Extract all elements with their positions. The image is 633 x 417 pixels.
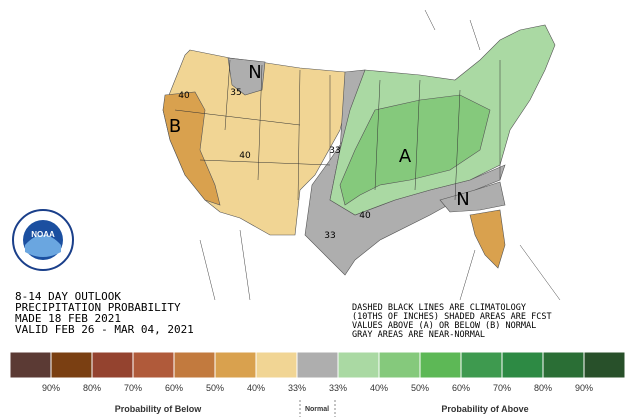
legend-swatch — [501, 351, 544, 379]
legend-swatch — [583, 351, 626, 379]
note-text: DASHED BLACK LINES ARE CLIMATOLOGY — [352, 303, 526, 313]
contour-label: 40 — [359, 211, 371, 221]
logo-text: NOAA — [31, 230, 55, 239]
legend-swatch — [419, 351, 462, 379]
note-text: (10THS OF INCHES) SHADED AREAS ARE FCST — [352, 312, 552, 322]
contour-label: 33 — [329, 146, 340, 156]
map-label: N — [248, 62, 261, 83]
legend-swatch — [460, 351, 503, 379]
logo: NOAA — [12, 209, 74, 271]
legend-tick: 70% — [124, 383, 142, 393]
legend-tick: 40% — [370, 383, 388, 393]
state-lines — [174, 9, 561, 301]
legend-tick: 90% — [42, 383, 60, 393]
legend-tick: 33% — [288, 383, 306, 393]
note-text: GRAY AREAS ARE NEAR-NORMAL — [352, 330, 485, 340]
legend-tick: 80% — [83, 383, 101, 393]
legend-swatch — [255, 351, 298, 379]
contour-label: 35 — [230, 88, 241, 98]
contour-label: 40 — [239, 151, 251, 161]
legend-swatch — [50, 351, 93, 379]
legend-swatch — [214, 351, 257, 379]
legend-swatch — [378, 351, 421, 379]
legend-tick: 70% — [493, 383, 511, 393]
legend-tick: 40% — [247, 383, 265, 393]
legend-title: Probability of Below — [115, 404, 203, 414]
contour-label: 40 — [178, 91, 190, 101]
legend-swatch — [91, 351, 134, 379]
legend-swatch — [337, 351, 380, 379]
legend-title: Probability of Above — [441, 404, 528, 414]
outlook-text: MADE 18 FEB 2021 — [15, 312, 121, 325]
contour-label: 33 — [324, 231, 335, 241]
legend-tick: 50% — [411, 383, 429, 393]
legend-tick: 33% — [329, 383, 347, 393]
map-label: A — [399, 146, 412, 167]
legend-swatch — [132, 351, 175, 379]
legend-tick: 50% — [206, 383, 224, 393]
note-text: VALUES ABOVE (A) OR BELOW (B) NORMAL — [352, 321, 536, 331]
map-label: B — [169, 116, 181, 137]
legend-title: Normal — [305, 406, 329, 413]
outlook-text: 8-14 DAY OUTLOOK — [15, 290, 121, 303]
map-regions — [162, 24, 556, 276]
legend-tick: 80% — [534, 383, 552, 393]
legend-swatch — [9, 351, 52, 379]
map-label: N — [456, 189, 469, 210]
legend-swatch — [542, 351, 585, 379]
legend-tick: 90% — [575, 383, 593, 393]
legend-swatch — [296, 351, 339, 379]
legend-swatch — [173, 351, 216, 379]
legend-tick: 60% — [165, 383, 183, 393]
outlook-text: PRECIPITATION PROBABILITY — [15, 301, 181, 314]
legend-tick: 60% — [452, 383, 470, 393]
outlook-text: VALID FEB 26 - MAR 04, 2021 — [15, 323, 194, 336]
